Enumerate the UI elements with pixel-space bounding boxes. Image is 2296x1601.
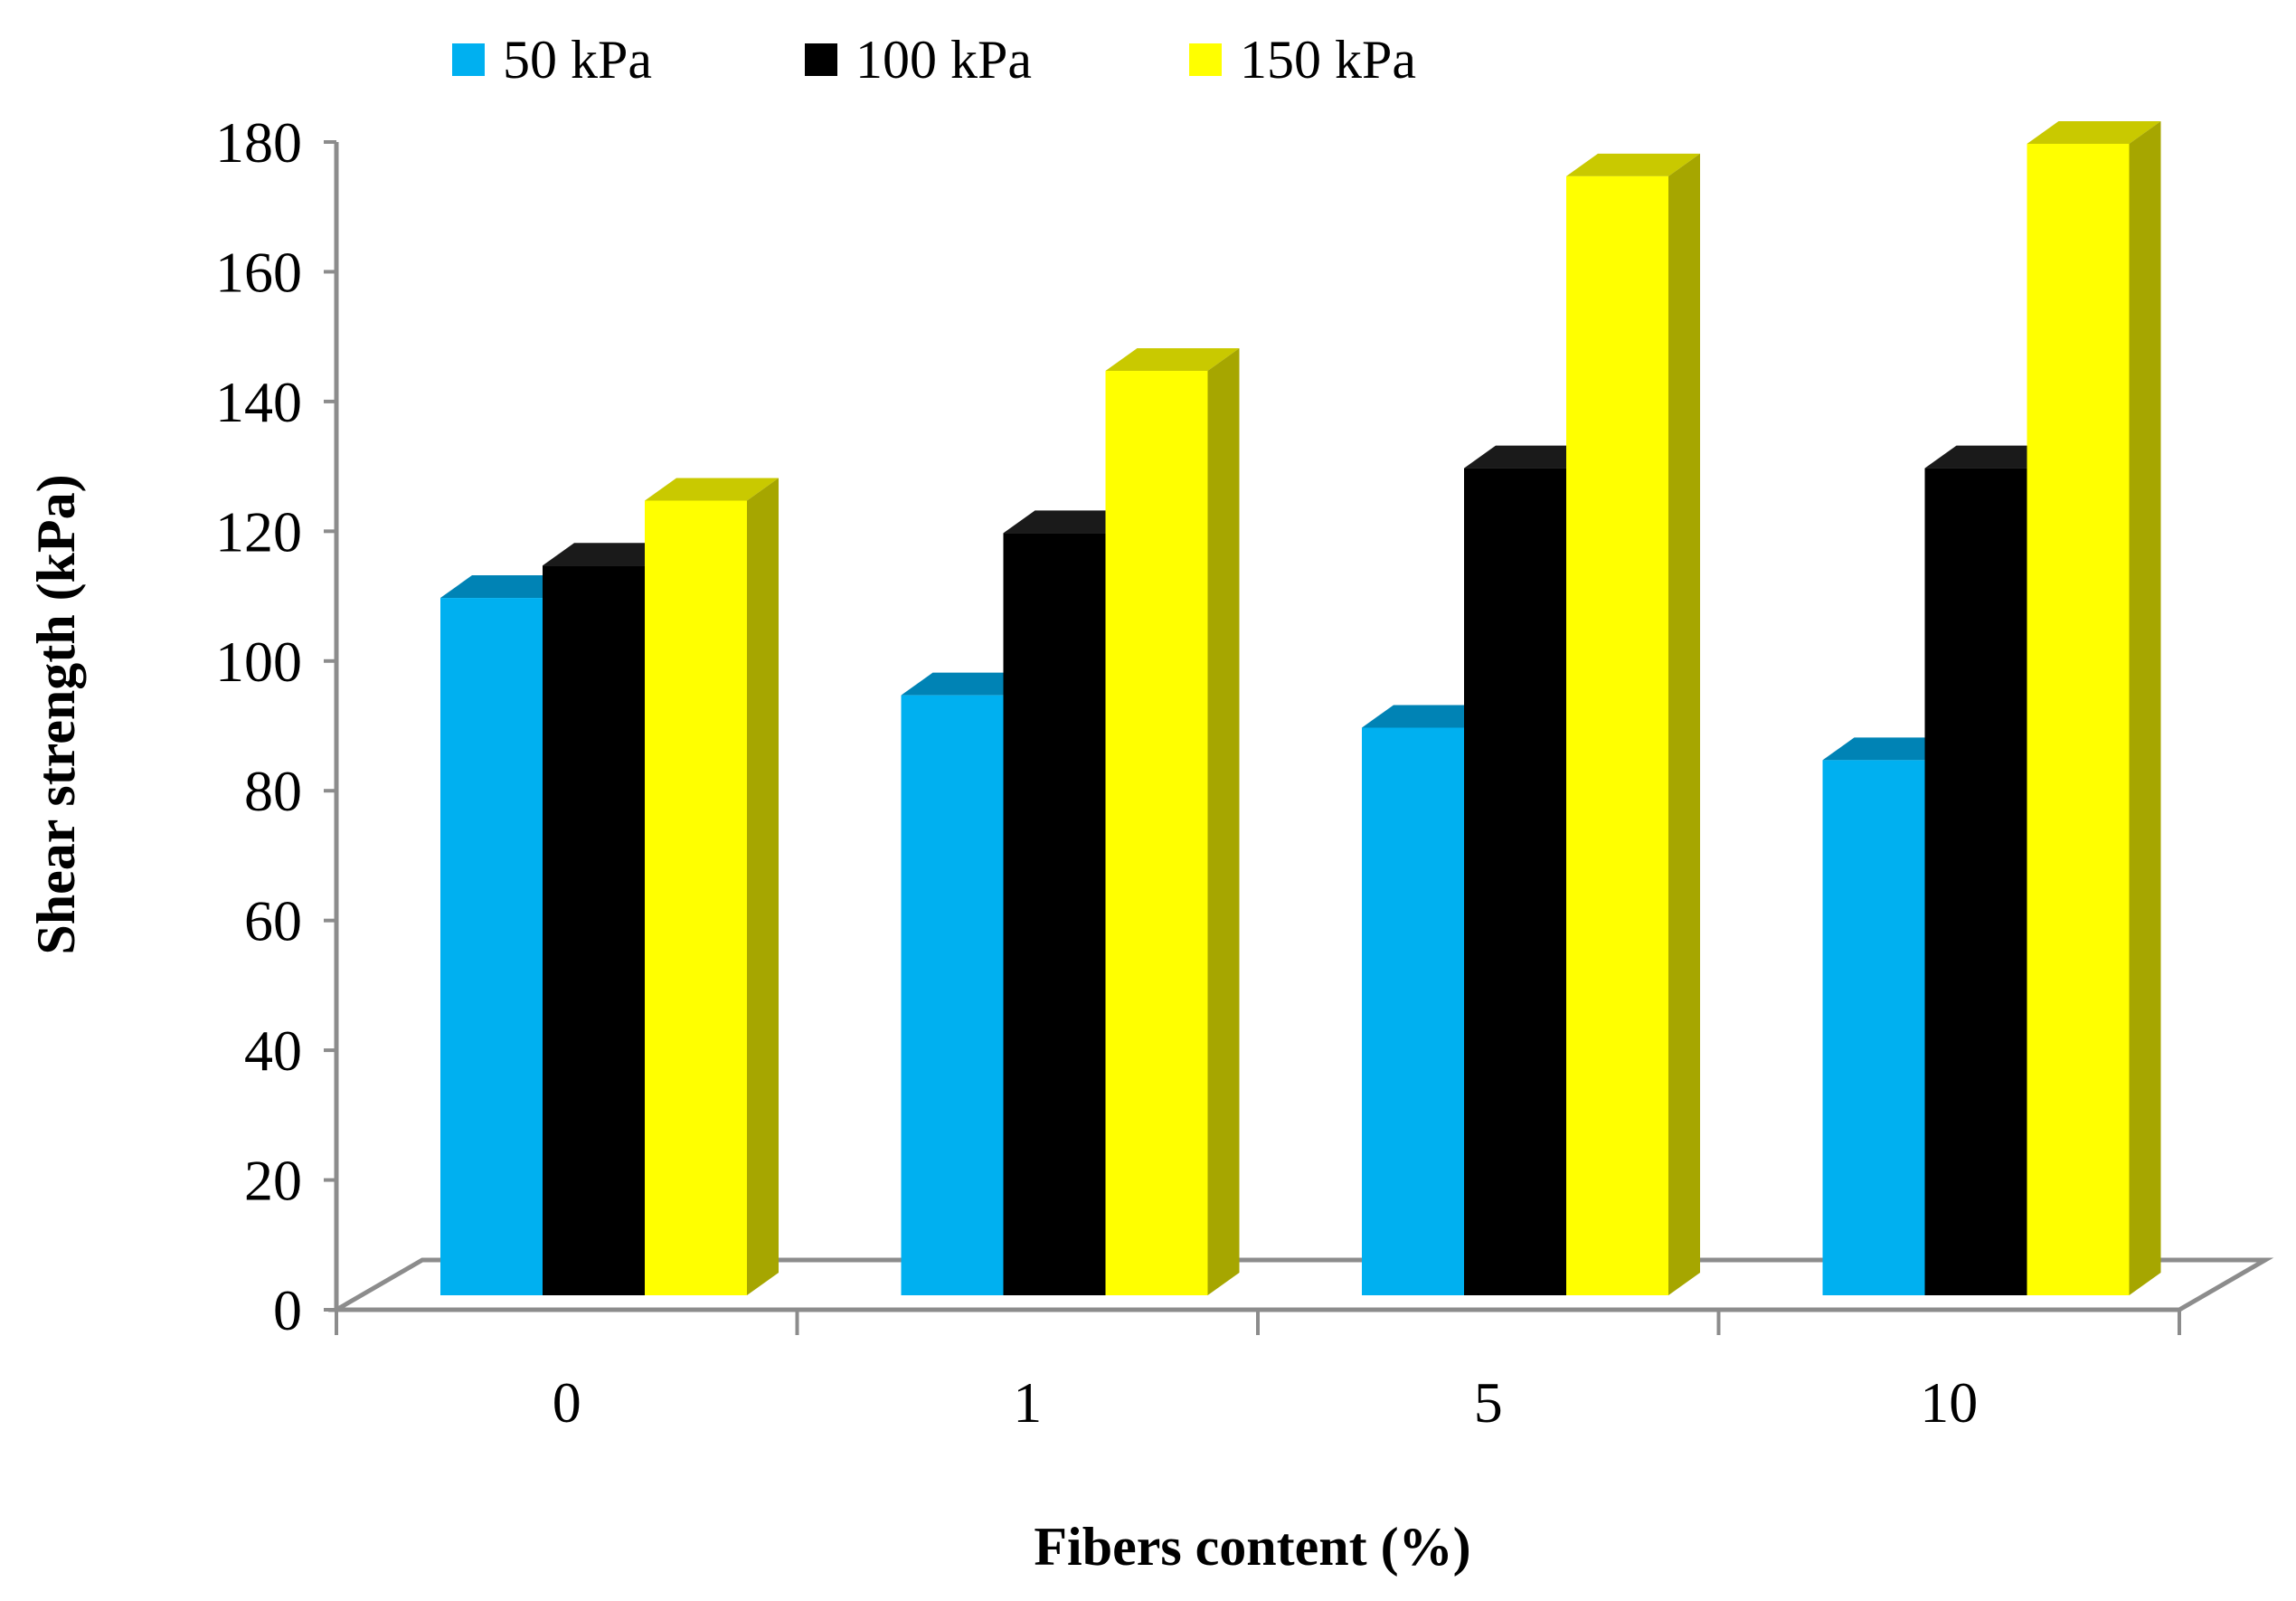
y-tick-label: 140 bbox=[215, 370, 302, 434]
y-tick-label: 160 bbox=[215, 240, 302, 304]
y-tick-label: 180 bbox=[215, 110, 302, 175]
bar-150-kpa-1 bbox=[1105, 348, 1240, 1295]
legend-label: 100 kPa bbox=[855, 30, 1032, 90]
legend: 50 kPa 100 kPa 150 kPa bbox=[452, 30, 1416, 90]
bar-top-face bbox=[1822, 737, 1957, 761]
bar-side-face bbox=[2129, 121, 2161, 1295]
bar-front-face bbox=[645, 500, 747, 1295]
bar-top-face bbox=[543, 543, 676, 566]
bar-top-face bbox=[1105, 348, 1240, 372]
y-tick-label: 80 bbox=[244, 759, 302, 823]
y-tick-label: 0 bbox=[273, 1278, 302, 1342]
bar-side-face bbox=[747, 478, 779, 1295]
legend-swatch bbox=[452, 43, 485, 76]
bar-top-face bbox=[440, 575, 574, 599]
x-tick-label: 1 bbox=[1013, 1370, 1042, 1435]
y-tick-label: 20 bbox=[244, 1149, 302, 1213]
bar-top-face bbox=[1362, 705, 1496, 728]
bar-50-kpa-5 bbox=[1362, 705, 1496, 1295]
bar-front-face bbox=[901, 695, 1004, 1295]
bar-100-kpa-0 bbox=[543, 543, 676, 1295]
x-tick-label: 10 bbox=[1920, 1370, 1978, 1435]
bar-100-kpa-1 bbox=[1003, 510, 1138, 1295]
bar-front-face bbox=[1362, 727, 1464, 1295]
bar-50-kpa-1 bbox=[901, 672, 1035, 1295]
bar-100-kpa-10 bbox=[1924, 445, 2059, 1295]
bar-150-kpa-0 bbox=[645, 478, 779, 1295]
bar-front-face bbox=[1464, 468, 1566, 1295]
bar-front-face bbox=[1822, 760, 1925, 1295]
bar-front-face bbox=[1003, 533, 1106, 1295]
y-tick-label: 120 bbox=[215, 499, 302, 564]
bar-top-face bbox=[1566, 153, 1700, 176]
y-axis-title: Shear strength (kPa) bbox=[26, 474, 86, 954]
legend-label: 50 kPa bbox=[503, 30, 652, 90]
bar-top-face bbox=[1464, 445, 1598, 469]
x-tick-label: 5 bbox=[1474, 1370, 1503, 1435]
bar-top-face bbox=[1003, 510, 1138, 534]
bar-top-face bbox=[645, 478, 779, 501]
x-tick-label: 0 bbox=[553, 1370, 581, 1435]
axes bbox=[324, 140, 2181, 1335]
bar-front-face bbox=[1105, 371, 1208, 1295]
bars bbox=[440, 121, 2161, 1296]
y-tick-label: 40 bbox=[244, 1018, 302, 1083]
legend-label: 150 kPa bbox=[1240, 30, 1416, 90]
y-tick-labels: 0 20 40 60 80 100 120 140 160 180 bbox=[215, 110, 302, 1342]
bar-top-face bbox=[2027, 121, 2161, 144]
bar-top-face bbox=[1924, 445, 2059, 469]
bar-side-face bbox=[1668, 153, 1700, 1296]
bar-front-face bbox=[1924, 468, 2027, 1295]
bar-50-kpa-0 bbox=[440, 575, 574, 1295]
legend-swatch bbox=[1189, 43, 1222, 76]
x-axis-title: Fibers content (%) bbox=[1034, 1517, 1470, 1577]
bar-50-kpa-10 bbox=[1822, 737, 1957, 1295]
y-tick-label: 100 bbox=[215, 630, 302, 694]
bar-150-kpa-10 bbox=[2027, 121, 2161, 1295]
bar-front-face bbox=[440, 598, 543, 1295]
legend-swatch bbox=[805, 43, 837, 76]
bar-top-face bbox=[901, 672, 1035, 696]
bar-front-face bbox=[1566, 175, 1668, 1296]
bar-side-face bbox=[1207, 348, 1240, 1295]
bar-150-kpa-5 bbox=[1566, 153, 1700, 1296]
bar-front-face bbox=[543, 565, 645, 1295]
bar-front-face bbox=[2027, 144, 2130, 1295]
bar-100-kpa-5 bbox=[1464, 445, 1598, 1295]
y-tick-label: 60 bbox=[244, 889, 302, 953]
x-tick-labels: 0 1 5 10 bbox=[553, 1370, 1979, 1435]
